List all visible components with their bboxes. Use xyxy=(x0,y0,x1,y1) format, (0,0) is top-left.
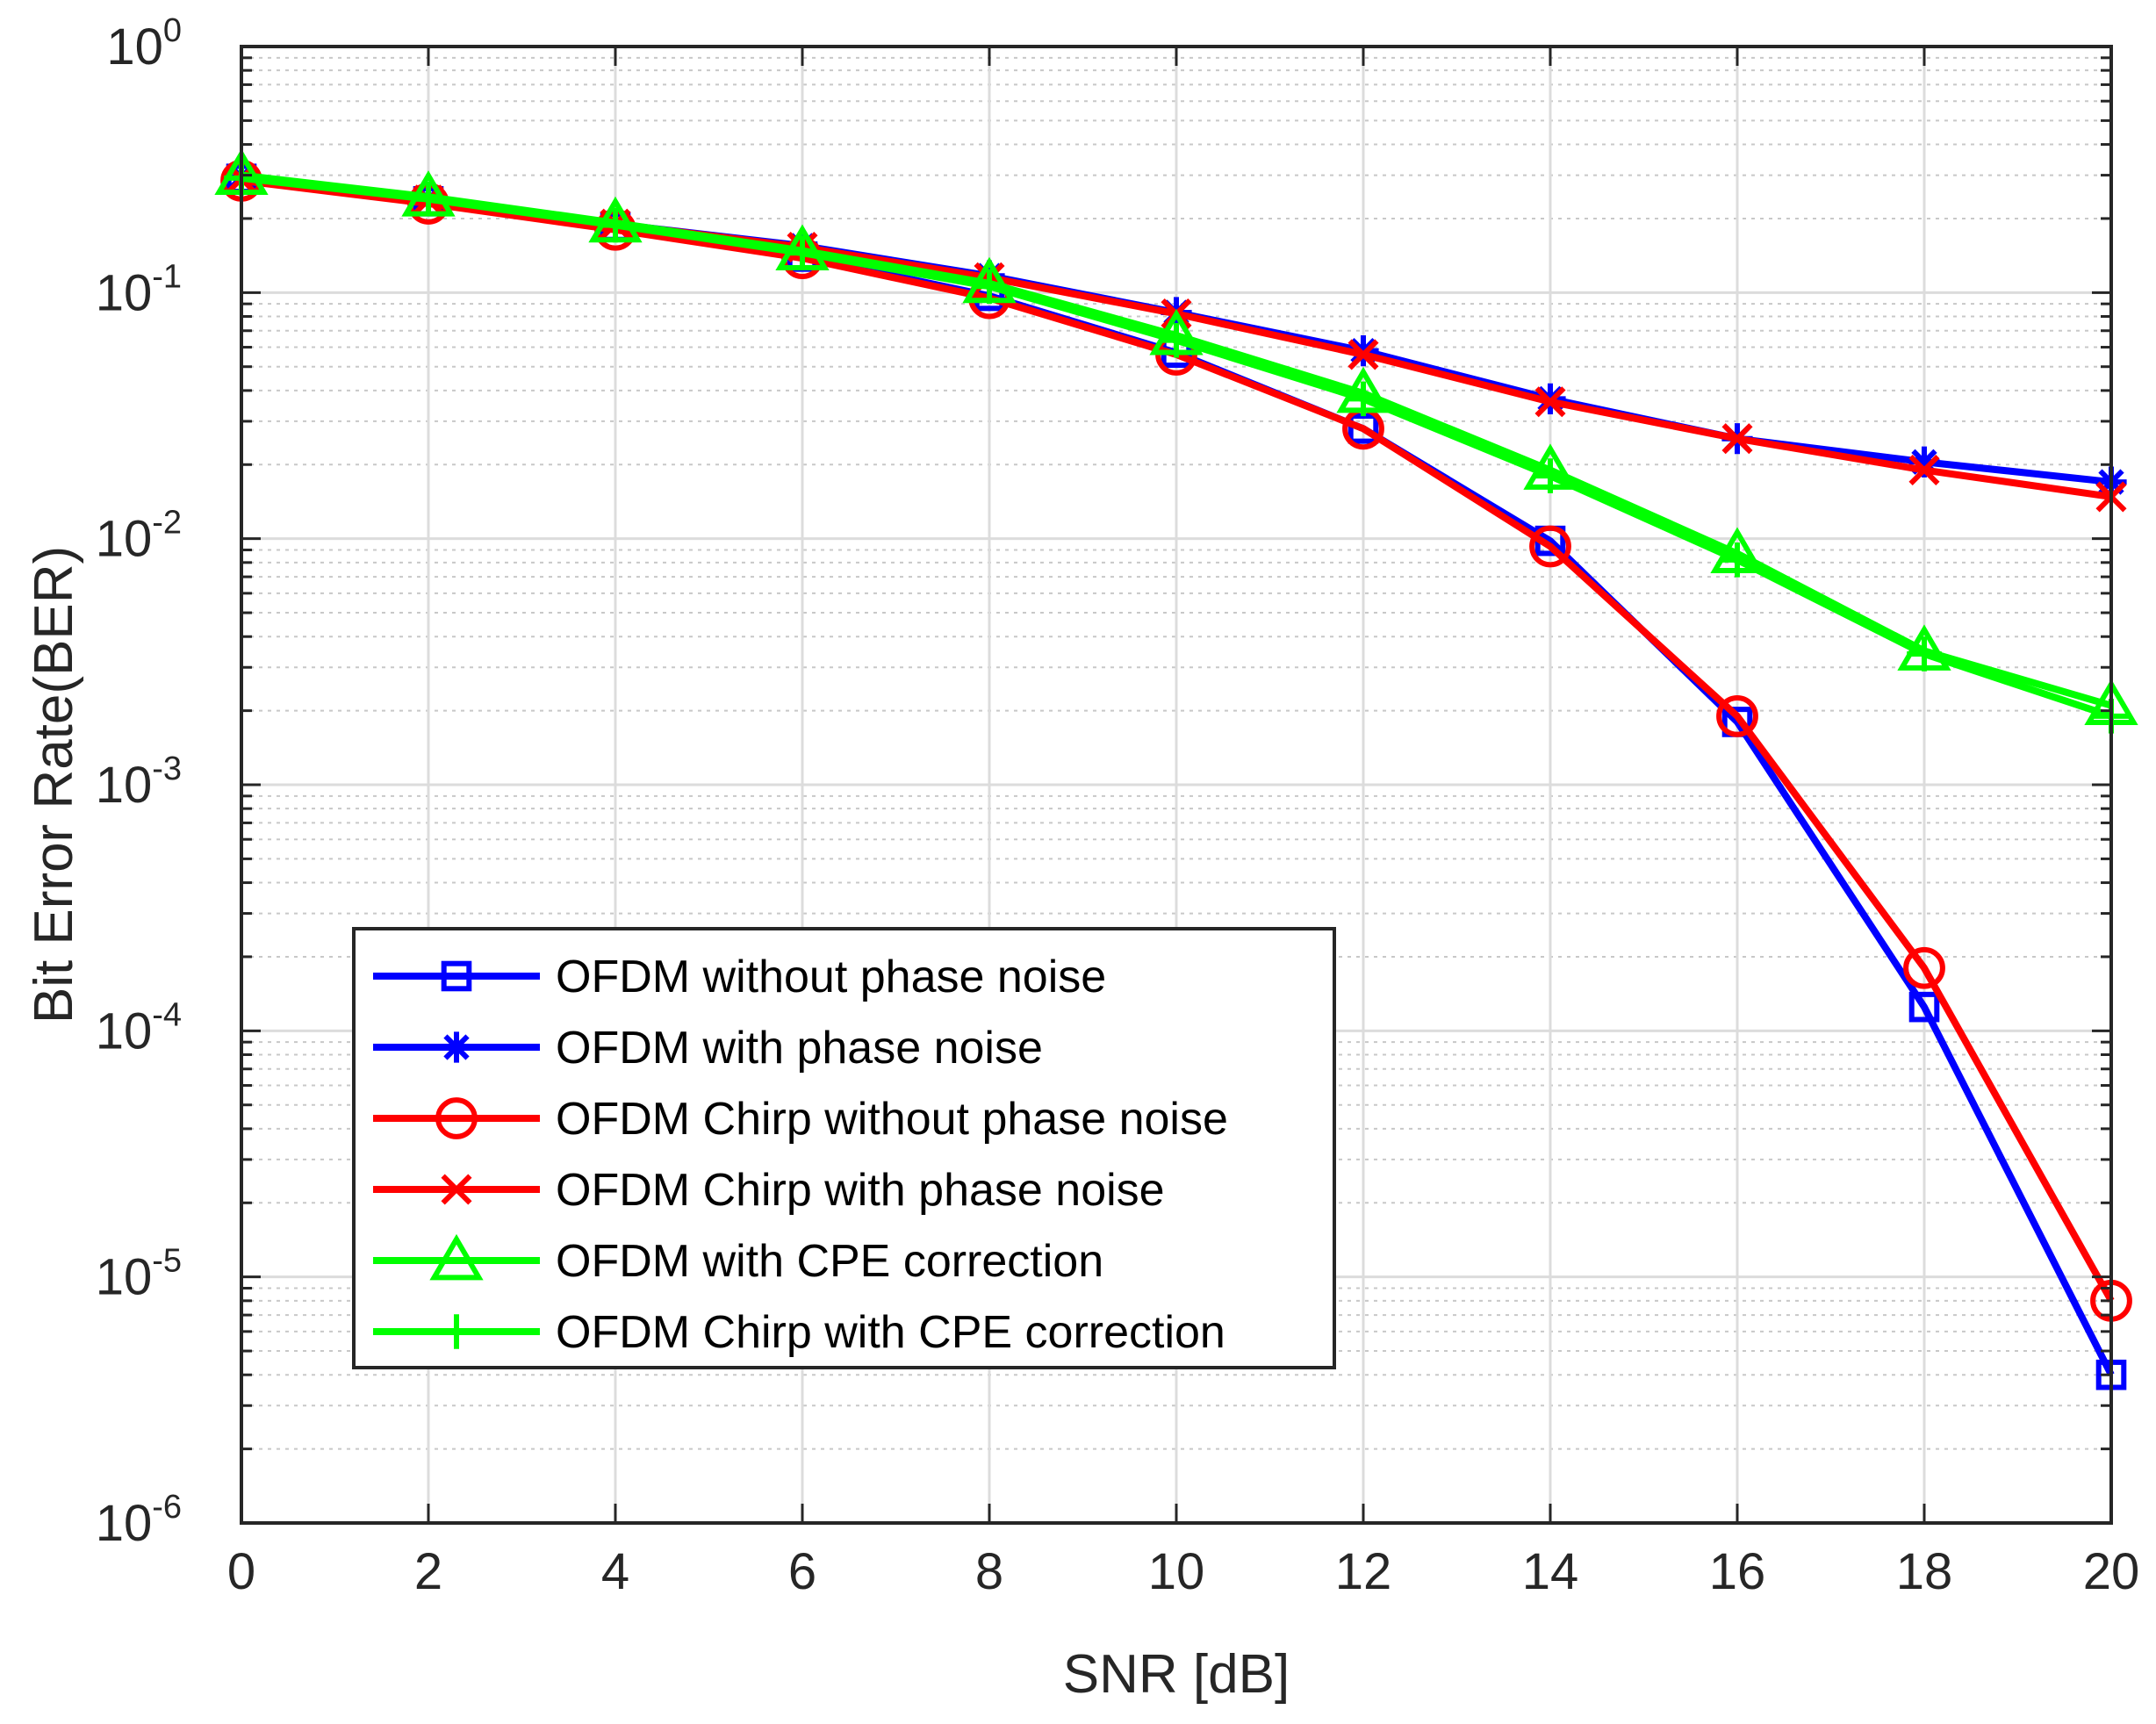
x-tick-label: 6 xyxy=(788,1543,816,1600)
tick-marks xyxy=(240,45,2113,1525)
y-tick-label: 10-1 xyxy=(96,258,182,321)
x-marker xyxy=(1908,455,1940,486)
legend-entry: OFDM with phase noise xyxy=(373,1023,1043,1074)
series-layer xyxy=(214,148,2138,1390)
asterisk-marker xyxy=(1348,335,1379,367)
y-tick-label: 10-5 xyxy=(96,1243,182,1306)
plus-marker xyxy=(972,269,1007,305)
legend-label: OFDM with CPE correction xyxy=(556,1236,1103,1287)
x-tick-label: 16 xyxy=(1709,1543,1766,1600)
y-tick-label: 100 xyxy=(106,12,182,75)
legend: OFDM without phase noise OFDM with phase … xyxy=(352,927,1336,1369)
x-tick-label: 10 xyxy=(1148,1543,1205,1600)
x-tick-label: 2 xyxy=(414,1543,442,1600)
square-marker xyxy=(1908,991,1940,1023)
legend-entry: OFDM Chirp without phase noise xyxy=(373,1094,1228,1145)
legend-label: OFDM with phase noise xyxy=(556,1023,1043,1074)
legend-label: OFDM without phase noise xyxy=(556,952,1106,1002)
plus-marker xyxy=(1907,636,1942,672)
plus-marker xyxy=(439,1314,474,1349)
plus-marker xyxy=(1720,542,1755,578)
legend-label: OFDM Chirp with CPE correction xyxy=(556,1307,1225,1358)
x-tick-label: 14 xyxy=(1522,1543,1579,1600)
x-tick-labels: 0 2 4 6 8 10 12 14 16 18 20 xyxy=(227,1543,2139,1600)
legend-label: OFDM Chirp with phase noise xyxy=(556,1165,1165,1216)
plus-marker xyxy=(1159,322,1194,358)
x-marker xyxy=(1534,386,1566,418)
y-tick-label: 10-2 xyxy=(96,505,182,568)
asterisk-marker xyxy=(441,1031,472,1063)
x-tick-label: 4 xyxy=(601,1543,629,1600)
x-marker xyxy=(1348,339,1379,370)
legend-box xyxy=(352,927,1336,1369)
plus-marker xyxy=(598,207,633,243)
plus-marker xyxy=(411,181,446,217)
asterisk-marker xyxy=(1908,446,1940,478)
x-marker xyxy=(441,1174,472,1205)
y-axis-title: Bit Error Rate(BER) xyxy=(24,546,84,1024)
y-tick-label: 10-4 xyxy=(96,996,182,1060)
x-tick-label: 18 xyxy=(1896,1543,1953,1600)
legend-entry: OFDM with CPE correction xyxy=(373,1233,1103,1287)
plus-marker xyxy=(1346,381,1381,417)
x-tick-label: 0 xyxy=(227,1543,255,1600)
square-marker xyxy=(441,960,472,992)
circle-marker xyxy=(435,1097,478,1139)
legend-entry: OFDM Chirp with CPE correction xyxy=(373,1307,1225,1358)
circle-marker xyxy=(1529,525,1571,568)
y-tick-label: 10-3 xyxy=(96,751,182,814)
x-tick-label: 12 xyxy=(1335,1543,1392,1600)
legend-entry: OFDM Chirp with phase noise xyxy=(373,1165,1165,1216)
x-axis-title: SNR [dB] xyxy=(1063,1644,1290,1705)
triangle-marker xyxy=(429,1233,484,1281)
plus-marker xyxy=(1533,458,1568,493)
legend-items: OFDM without phase noise OFDM with phase … xyxy=(373,952,1228,1358)
circle-marker xyxy=(1903,946,1945,989)
plus-marker xyxy=(785,235,820,270)
y-tick-label: 10-6 xyxy=(96,1489,182,1552)
x-tick-label: 8 xyxy=(975,1543,1003,1600)
y-tick-labels: 10-6 10-5 10-4 10-3 10-2 10-1 100 xyxy=(96,12,182,1552)
legend-label: OFDM Chirp without phase noise xyxy=(556,1094,1228,1145)
x-marker xyxy=(1721,423,1753,455)
x-tick-label: 20 xyxy=(2083,1543,2140,1600)
legend-entry: OFDM without phase noise xyxy=(373,952,1106,1002)
circle-marker xyxy=(1716,694,1758,737)
